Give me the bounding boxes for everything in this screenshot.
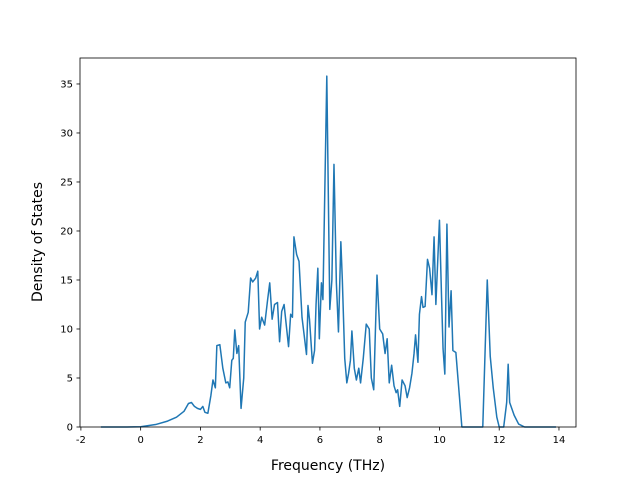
y-tick-label: 25: [60, 177, 73, 188]
y-tick-label: 5: [67, 373, 73, 384]
y-tick-label: 15: [60, 275, 73, 286]
x-tick-label: 8: [377, 435, 383, 446]
y-tick-label: 35: [60, 79, 73, 90]
x-tick-label: 12: [493, 435, 506, 446]
y-tick-label: 30: [60, 128, 73, 139]
data-line: [100, 75, 556, 428]
plot-frame: [79, 57, 577, 428]
x-tick-label: -2: [76, 435, 86, 446]
y-tick-label: 10: [60, 324, 73, 335]
y-axis-label: Density of States: [30, 182, 46, 302]
x-tick-label: 4: [257, 435, 263, 446]
x-tick-label: 14: [553, 435, 566, 446]
y-tick-label: 0: [67, 423, 73, 434]
y-tick-label: 20: [60, 226, 73, 237]
x-tick-label: 2: [197, 435, 203, 446]
x-tick-label: 0: [137, 435, 143, 446]
x-axis-label: Frequency (THz): [271, 458, 385, 474]
x-tick-label: 6: [317, 435, 323, 446]
x-tick-label: 10: [433, 435, 446, 446]
